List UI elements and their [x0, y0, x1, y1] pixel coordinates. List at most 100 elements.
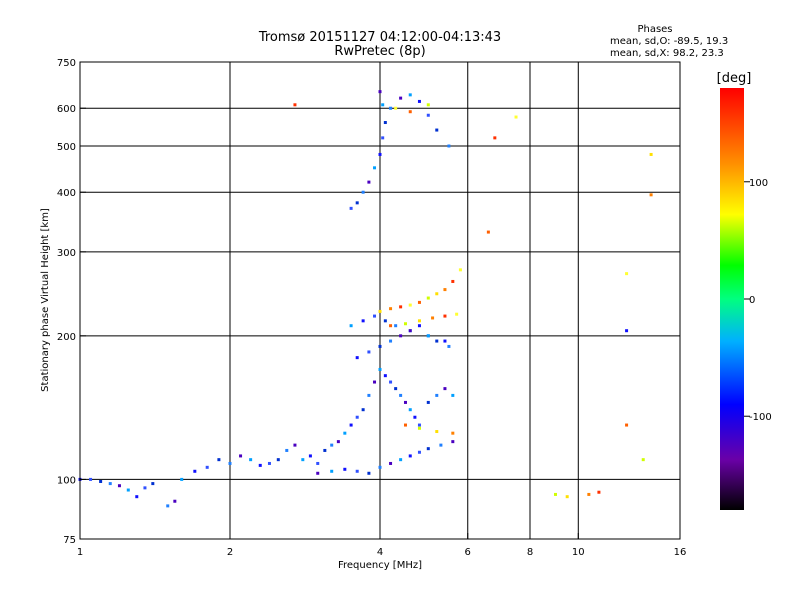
data-point	[403, 322, 407, 326]
data-point	[426, 296, 430, 300]
data-point	[349, 324, 353, 328]
data-point	[413, 415, 417, 419]
data-point	[417, 300, 421, 304]
data-point	[267, 461, 271, 465]
data-point	[587, 492, 591, 496]
data-point	[641, 458, 645, 462]
colorbar-tick-label: 100	[749, 178, 768, 189]
colorbar-tick-label: 0	[749, 295, 755, 306]
data-point	[451, 431, 455, 435]
stats-header: Phases	[637, 24, 672, 35]
data-point	[408, 110, 412, 114]
data-point	[378, 90, 382, 94]
y-tick-label: 400	[57, 188, 76, 199]
data-point	[367, 180, 371, 184]
data-point	[89, 477, 93, 481]
data-point	[455, 312, 459, 316]
data-point	[383, 121, 387, 125]
data-point	[394, 387, 398, 391]
data-point	[99, 479, 103, 483]
data-point	[217, 458, 221, 462]
data-point	[443, 339, 447, 343]
data-point	[451, 279, 455, 283]
data-point	[381, 103, 385, 107]
colorbar-tick-label: -100	[749, 412, 772, 423]
chart-subtitle: RwPretec (8p)	[334, 44, 425, 59]
data-point	[285, 448, 289, 452]
data-point	[408, 329, 412, 333]
data-point	[349, 423, 353, 427]
data-point	[426, 400, 430, 404]
data-point	[367, 393, 371, 397]
data-point	[378, 309, 382, 313]
data-point	[180, 477, 184, 481]
data-point	[514, 115, 518, 119]
data-point	[394, 106, 398, 110]
y-tick-label: 100	[57, 475, 76, 486]
data-point	[316, 461, 320, 465]
data-point	[408, 454, 412, 458]
data-point	[355, 201, 359, 205]
data-point	[443, 288, 447, 292]
x-tick-label: 2	[227, 547, 233, 558]
data-point	[389, 461, 393, 465]
data-point	[389, 307, 393, 311]
data-point	[399, 334, 403, 338]
data-point	[389, 380, 393, 384]
data-point	[323, 448, 327, 452]
data-point	[447, 144, 451, 148]
colorbar-ticks: 100 0 -100	[744, 178, 772, 423]
data-point	[193, 469, 197, 473]
chart-title: Tromsø 20151127 04:12:00-04:13:43	[258, 30, 501, 45]
y-tick-label: 300	[57, 248, 76, 259]
data-point	[239, 454, 243, 458]
data-point	[383, 374, 387, 378]
data-point	[625, 423, 629, 427]
data-point	[408, 93, 412, 97]
data-point	[403, 400, 407, 404]
x-tick-label: 10	[572, 547, 585, 558]
x-tick-label: 4	[377, 547, 383, 558]
data-point	[361, 319, 365, 323]
y-tick-label: 750	[57, 58, 76, 69]
data-point	[151, 482, 155, 486]
data-point	[293, 103, 297, 107]
data-point	[417, 426, 421, 430]
data-point	[361, 190, 365, 194]
data-point	[417, 423, 421, 427]
data-point	[383, 319, 387, 323]
data-point	[408, 408, 412, 412]
data-point	[330, 469, 334, 473]
data-point	[389, 106, 393, 110]
data-point	[435, 292, 439, 296]
data-point	[443, 387, 447, 391]
data-point	[553, 492, 557, 496]
y-tick-label: 200	[57, 332, 76, 343]
data-point	[173, 499, 177, 503]
data-points	[78, 90, 653, 508]
data-point	[373, 380, 377, 384]
data-point	[378, 367, 382, 371]
plot-frame	[79, 61, 681, 540]
data-point	[308, 454, 312, 458]
data-point	[108, 482, 112, 486]
x-tick-label: 6	[465, 547, 471, 558]
data-point	[435, 339, 439, 343]
data-point	[293, 443, 297, 447]
data-point	[493, 136, 497, 140]
data-point	[343, 431, 347, 435]
data-point	[373, 166, 377, 170]
data-point	[435, 128, 439, 132]
data-point	[117, 484, 121, 488]
data-point	[399, 96, 403, 100]
data-point	[343, 467, 347, 471]
data-point	[443, 314, 447, 318]
x-tick-label: 16	[674, 547, 687, 558]
data-point	[426, 447, 430, 451]
data-point	[228, 461, 232, 465]
data-point	[649, 193, 653, 197]
data-point	[378, 465, 382, 469]
data-point	[417, 450, 421, 454]
data-point	[378, 152, 382, 156]
data-point	[349, 206, 353, 210]
